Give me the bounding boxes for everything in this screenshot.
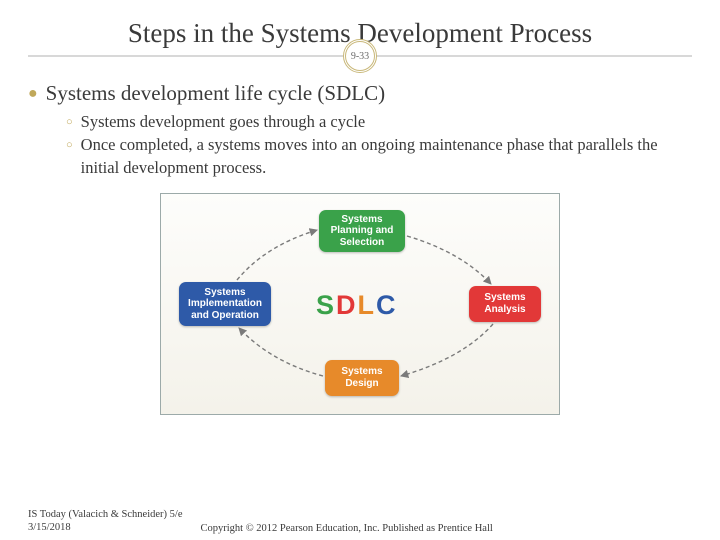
sdlc-diagram: SystemsPlanning andSelection SystemsAnal…: [160, 193, 560, 415]
sub-bullet-list: ○ Systems development goes through a cyc…: [66, 111, 692, 179]
list-item: ○ Systems development goes through a cyc…: [66, 111, 692, 133]
node-analysis: SystemsAnalysis: [469, 286, 541, 322]
arrow-planning-analysis: [407, 236, 491, 284]
bullet-main-text: Systems development life cycle (SDLC): [46, 81, 385, 106]
footer-source: IS Today (Valacich & Schneider) 5/e: [28, 508, 182, 521]
arrow-impl-planning: [237, 230, 317, 280]
footer-date: 3/15/2018: [28, 521, 182, 534]
sub-bullet-text: Systems development goes through a cycle: [81, 111, 366, 133]
node-impl: SystemsImplementationand Operation: [179, 282, 271, 326]
bullet-icon: ●: [28, 81, 38, 107]
bullet-icon: ○: [66, 134, 73, 179]
diagram-center-label: SDLC: [316, 290, 398, 321]
footer-left: IS Today (Valacich & Schneider) 5/e 3/15…: [28, 508, 182, 534]
slide-footer: IS Today (Valacich & Schneider) 5/e 3/15…: [28, 508, 692, 534]
arrow-analysis-design: [401, 324, 493, 376]
list-item: ○ Once completed, a systems moves into a…: [66, 134, 692, 179]
footer-copyright: Copyright © 2012 Pearson Education, Inc.…: [200, 523, 492, 534]
page-number-badge: 9-33: [343, 39, 377, 73]
bullet-main: ● Systems development life cycle (SDLC): [28, 81, 692, 107]
sub-bullet-text: Once completed, a systems moves into an …: [81, 134, 692, 179]
node-planning: SystemsPlanning andSelection: [319, 210, 405, 252]
slide: Steps in the Systems Development Process…: [0, 0, 720, 540]
arrow-design-impl: [239, 328, 323, 376]
node-design: SystemsDesign: [325, 360, 399, 396]
bullet-icon: ○: [66, 111, 73, 133]
